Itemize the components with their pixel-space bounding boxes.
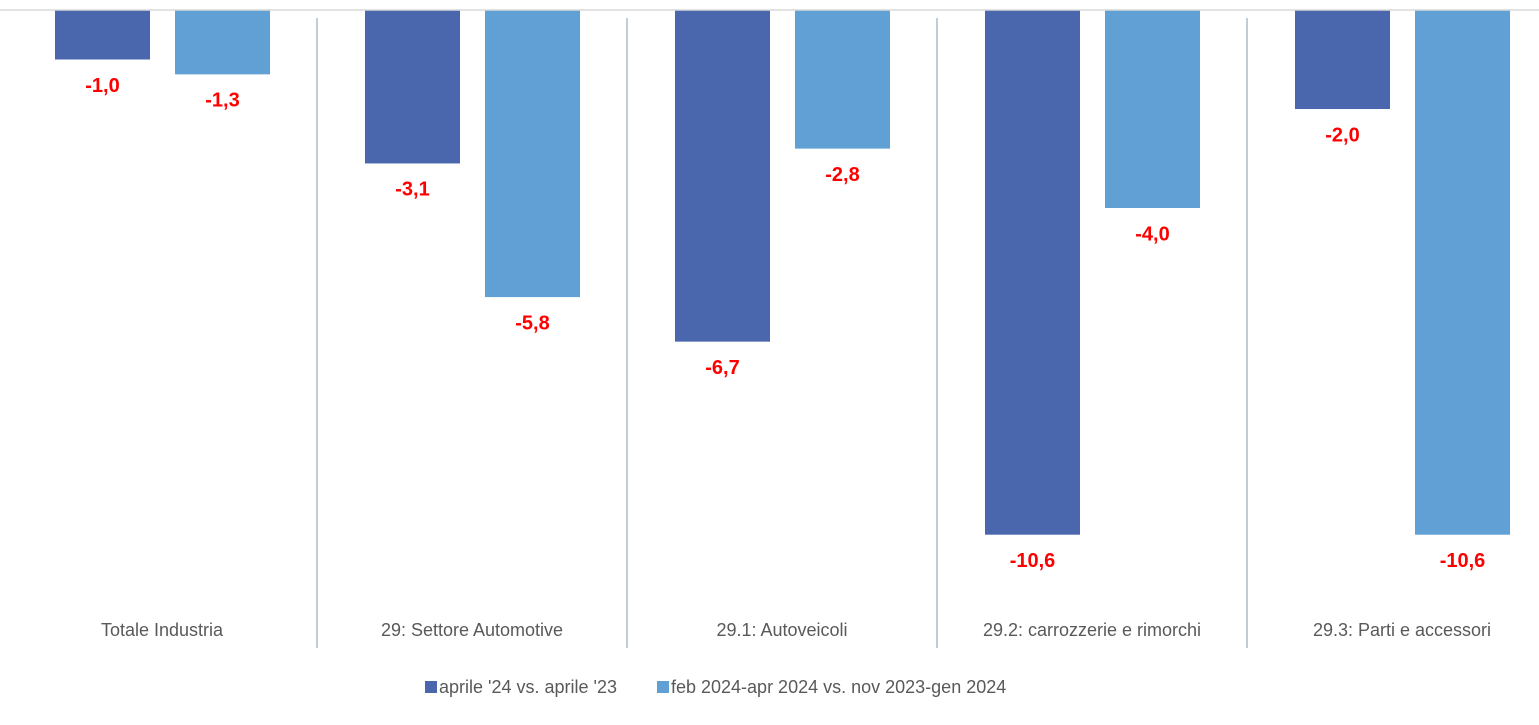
x-tick-label: 29.1: Autoveicoli <box>716 620 847 640</box>
data-label: -1,3 <box>205 90 239 112</box>
legend-label: feb 2024-apr 2024 vs. nov 2023-gen 2024 <box>671 677 1006 697</box>
bar <box>1295 10 1390 109</box>
data-label: -2,0 <box>1325 124 1359 146</box>
legend-label: aprile '24 vs. aprile '23 <box>439 677 617 697</box>
data-label: -5,8 <box>515 312 549 334</box>
bar <box>985 10 1080 535</box>
bar <box>175 10 270 75</box>
data-label: -1,0 <box>85 75 119 97</box>
x-tick-label: 29.3: Parti e accessori <box>1313 620 1491 640</box>
data-label: -10,6 <box>1440 550 1486 572</box>
bar <box>1105 10 1200 208</box>
data-label: -4,0 <box>1135 223 1169 245</box>
bar <box>675 10 770 342</box>
data-label: -3,1 <box>395 179 429 201</box>
bar <box>365 10 460 164</box>
data-label: -10,6 <box>1010 550 1056 572</box>
x-tick-label: Totale Industria <box>101 620 224 640</box>
x-tick-label: 29.2: carrozzerie e rimorchi <box>983 620 1201 640</box>
x-tick-label: 29: Settore Automotive <box>381 620 563 640</box>
bar <box>55 10 150 60</box>
data-label: -2,8 <box>825 164 859 186</box>
bar <box>1415 10 1510 535</box>
legend-swatch <box>425 681 437 693</box>
bar <box>485 10 580 298</box>
legend: aprile '24 vs. aprile '23 feb 2024-apr 20… <box>425 677 1006 697</box>
bar <box>795 10 890 149</box>
data-label: -6,7 <box>705 357 739 379</box>
legend-swatch <box>656 681 669 693</box>
